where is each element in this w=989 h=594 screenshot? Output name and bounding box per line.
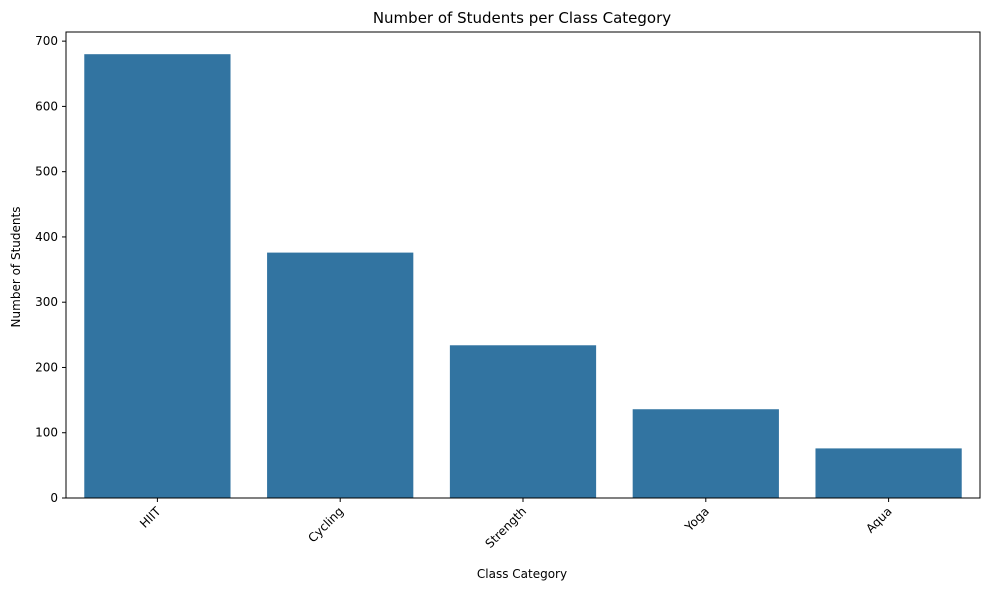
bar-yoga [632, 409, 779, 498]
bar-cycling [267, 252, 414, 498]
y-tick-label: 100 [35, 426, 58, 440]
bar-strength [449, 345, 597, 498]
chart-title: Number of Students per Class Category [373, 9, 671, 27]
y-tick-label: 700 [35, 34, 58, 48]
plot-frame [65, 31, 981, 499]
bars-group [84, 54, 962, 498]
y-tick-label: 200 [35, 360, 58, 374]
bar-hiit [84, 54, 231, 498]
y-tick-label: 500 [35, 165, 58, 179]
y-tick-label: 400 [35, 230, 58, 244]
y-axis: 0 100 200 300 400 500 600 700 [35, 34, 66, 505]
bar-aqua [815, 448, 962, 498]
y-tick-label: 0 [50, 491, 58, 505]
y-tick-label: 300 [35, 295, 58, 309]
x-axis-label: Class Category [477, 567, 567, 581]
y-axis-label: Number of Students [9, 207, 23, 328]
y-tick-label: 600 [35, 99, 58, 113]
